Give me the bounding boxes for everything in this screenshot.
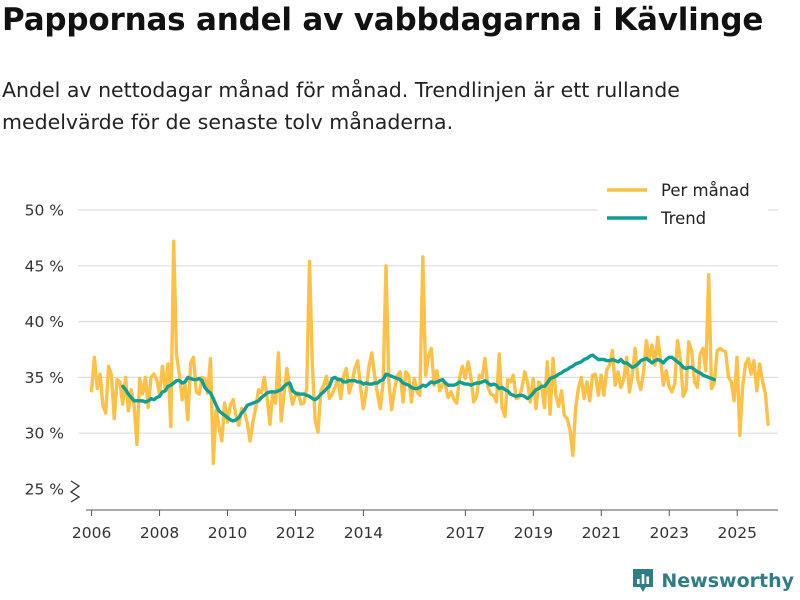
legend-background [598, 176, 768, 234]
bar-chart-logo-icon [633, 569, 654, 592]
y-tick-label: 30 % [25, 425, 64, 443]
x-tick-label: 2019 [514, 524, 553, 542]
y-tick-label: 45 % [25, 257, 64, 275]
page-title: Pappornas andel av vabbdagarna i Kävling… [2, 2, 764, 38]
y-tick-label: 35 % [25, 369, 64, 387]
series-trend-line [121, 353, 716, 423]
x-tick-label: 2008 [140, 524, 179, 542]
x-tick-label: 2023 [650, 524, 689, 542]
axis-layer: 25 % 30 % 35 % 40 % 45 % 50 % 2006 2008 2010 2012… [25, 202, 778, 542]
x-tick-label: 2010 [208, 524, 247, 542]
series-per-manad-line [89, 239, 770, 465]
x-tick-label: 2025 [717, 524, 756, 542]
y-tick-label: 50 % [25, 202, 64, 220]
x-tick-label: 2012 [276, 524, 315, 542]
legend: Per månad Trend [598, 176, 768, 234]
x-tick-label: 2017 [446, 524, 485, 542]
axis-break-icon [69, 480, 81, 503]
y-tick-label: 25 % [25, 481, 64, 499]
y-tick-label: 40 % [25, 313, 64, 331]
x-tick-label: 2006 [72, 524, 111, 542]
legend-label: Per månad [661, 181, 750, 200]
legend-label: Trend [660, 209, 706, 228]
series-layer [89, 239, 770, 465]
brand-name: Newsworthy [661, 570, 794, 592]
x-tick-label: 2021 [582, 524, 621, 542]
page-subtitle: Andel av nettodagar månad för månad. Tre… [2, 78, 680, 134]
x-tick-label: 2014 [344, 524, 383, 542]
brand-logo: Newsworthy [631, 568, 794, 594]
